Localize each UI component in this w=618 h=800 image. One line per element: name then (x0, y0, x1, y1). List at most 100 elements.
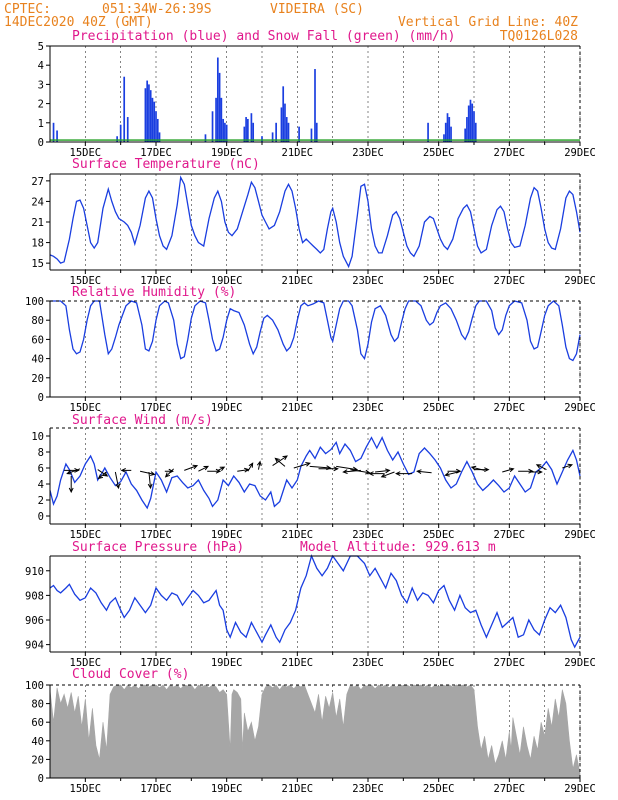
precip-bar (280, 107, 283, 142)
precipitation-y-tick-label: 0 (38, 137, 44, 149)
header: CPTEC: 051:34W-26:39S VIDEIRA (SC) 14DEC… (4, 2, 578, 44)
panel-pressure-title: Surface Pressure (hPa) (72, 540, 244, 555)
wind-arrow (164, 468, 175, 478)
wind-arrow (237, 467, 250, 473)
wind-arrow (247, 462, 254, 472)
precipitation-y-tick-label: 5 (38, 41, 44, 53)
wind-arrow (518, 468, 534, 474)
wind-x-tick-label: 15DEC (70, 529, 102, 541)
precip-bar (446, 113, 449, 142)
pressure-line (49, 554, 581, 649)
wind-arrow (198, 465, 210, 472)
pressure-x-tick-label: 21DEC (282, 657, 314, 669)
precip-bar (469, 99, 472, 142)
panel-cloud-cover: Cloud Cover (%) 0 20 40 60 80 100 15DEC 17DEC 19… (25, 667, 596, 795)
precip-bar (116, 136, 118, 142)
precip-bar (216, 57, 219, 142)
wind-arrow (217, 466, 226, 472)
precipitation-x-tick-label: 21DEC (282, 147, 314, 159)
wind-arrow (535, 464, 547, 471)
precip-bar (466, 117, 468, 142)
precip-bar (224, 122, 226, 142)
precip-bar (284, 103, 286, 142)
header-product-code: TQ0126L028 (500, 29, 578, 44)
wind-arrow (416, 469, 432, 475)
precip-bar (158, 132, 161, 142)
precipitation-x-tick-label: 15DEC (70, 147, 102, 159)
wind-arrow (530, 469, 543, 475)
panel-wind-title: Surface Wind (m/s) (72, 413, 213, 428)
panel-pressure-annotation: Model Altitude: 929.613 m (300, 540, 496, 555)
cloud-cover-y-tick-label: 20 (31, 754, 44, 766)
precip-bar (151, 97, 154, 142)
precip-bar (156, 118, 159, 142)
precip-bar (444, 122, 447, 142)
wind-arrow (350, 469, 371, 475)
header-location: VIDEIRA (SC) (270, 2, 364, 17)
wind-x-tick-label: 29DEC (564, 529, 596, 541)
pressure-x-tick-label: 23DEC (352, 657, 384, 669)
humidity-y-tick-label: 0 (38, 392, 44, 404)
wind-arrow (207, 468, 222, 474)
panel-wind: Surface Wind (m/s) 0 2 4 6 8 10 15DEC 17DEC 19DE… (31, 413, 595, 541)
precipitation-y-tick-label: 3 (38, 79, 44, 91)
pressure-y-tick-label: 906 (25, 615, 44, 627)
precip-bar (225, 124, 228, 142)
cloud-cover-x-tick-label: 19DEC (211, 783, 243, 795)
panel-pressure: Surface Pressure (hPa) Model Altitude: 9… (25, 540, 596, 669)
wind-x-tick-label: 27DEC (494, 529, 526, 541)
wind-y-tick-label: 4 (38, 479, 44, 491)
precip-bar (448, 117, 451, 142)
panel-humidity: Relative Humidity (%) 0 20 40 60 80 100 15DEC 1… (25, 285, 596, 414)
panel-precipitation: Precipitation (blue) and Snow Fall (gree… (38, 29, 596, 159)
header-grid-note: Vertical Grid Line: 40Z (398, 15, 578, 30)
temperature-y-tick-label: 18 (31, 238, 44, 250)
humidity-y-tick-label: 80 (31, 315, 44, 327)
cloud-cover-x-tick-label: 23DEC (352, 783, 384, 795)
temperature-x-tick-label: 19DEC (211, 275, 243, 287)
precip-bar (148, 84, 150, 142)
panel-temperature-title: Surface Temperature (nC) (72, 157, 260, 172)
precip-bar (146, 80, 149, 142)
temperature-y-tick-label: 21 (31, 217, 44, 229)
pressure-x-tick-label: 19DEC (211, 657, 243, 669)
wind-arrow (120, 467, 132, 473)
humidity-x-tick-label: 15DEC (70, 402, 102, 414)
pressure-y-tick-label: 908 (25, 590, 44, 602)
pressure-x-tick-label: 17DEC (140, 657, 172, 669)
cloud-cover-area (49, 684, 581, 779)
wind-y-tick-label: 6 (38, 463, 44, 475)
wind-arrow (502, 467, 515, 473)
precip-bar (153, 101, 156, 142)
precip-bar (298, 126, 300, 142)
precip-bar (211, 111, 214, 142)
humidity-y-tick-label: 40 (31, 354, 44, 366)
precip-bar (56, 130, 58, 142)
humidity-x-tick-label: 27DEC (494, 402, 526, 414)
precip-bar (220, 97, 223, 142)
wind-arrow (293, 461, 311, 469)
wind-x-tick-label: 19DEC (211, 529, 243, 541)
cloud-cover-x-tick-label: 25DEC (423, 783, 455, 795)
precip-bar (464, 128, 467, 142)
precipitation-x-tick-label: 19DEC (211, 147, 243, 159)
precip-bar (310, 128, 313, 142)
precipitation-x-tick-label: 25DEC (423, 147, 455, 159)
precip-bar (471, 103, 474, 142)
pressure-y-tick-label: 904 (25, 640, 44, 652)
wind-x-tick-label: 25DEC (423, 529, 455, 541)
wind-arrow (470, 465, 485, 471)
wind-arrow (114, 471, 121, 490)
header-coordinates: 051:34W-26:39S (102, 2, 212, 17)
wind-arrow (375, 468, 391, 474)
cloud-cover-y-tick-label: 0 (38, 773, 44, 785)
humidity-x-tick-label: 21DEC (282, 402, 314, 414)
humidity-y-tick-label: 60 (31, 334, 44, 346)
precipitation-x-tick-label: 27DEC (494, 147, 526, 159)
precip-bar (275, 122, 277, 142)
precip-bar (473, 111, 475, 142)
wind-arrow (184, 464, 199, 471)
precip-bar (443, 134, 445, 142)
precip-bar (245, 117, 247, 142)
wind-arrow (342, 469, 361, 475)
